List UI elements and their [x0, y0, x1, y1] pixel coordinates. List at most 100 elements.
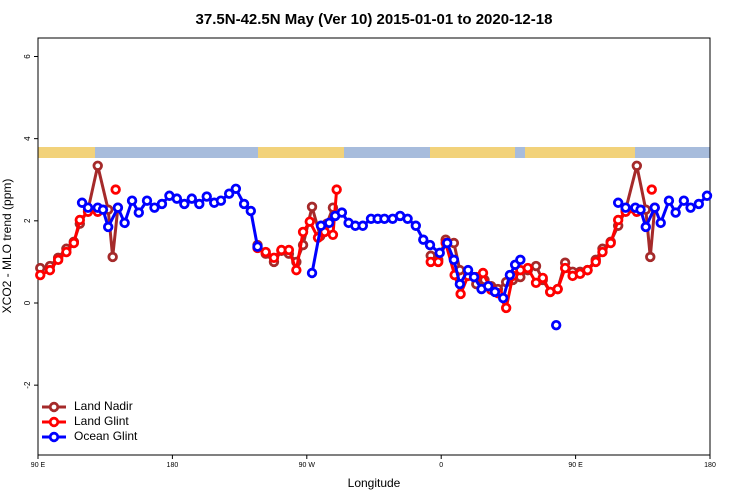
- data-point: [44, 264, 56, 276]
- data-point: [441, 237, 453, 249]
- data-point: [550, 319, 562, 331]
- data-point: [306, 267, 318, 279]
- data-point: [530, 277, 542, 289]
- data-point: [283, 244, 295, 256]
- x-tick-label: 0: [439, 462, 443, 469]
- data-point: [620, 202, 631, 213]
- data-point: [268, 252, 280, 263]
- data-point: [252, 241, 263, 252]
- data-point: [645, 251, 656, 263]
- legend-swatch: [48, 401, 60, 413]
- data-point: [107, 251, 118, 263]
- x-tick-label: 90 E: [31, 462, 46, 469]
- data-point: [433, 256, 444, 268]
- data-point: [112, 202, 124, 213]
- data-point: [402, 213, 413, 224]
- data-point: [448, 254, 460, 266]
- data-point: [612, 214, 624, 226]
- y-tick-label: 4: [23, 136, 32, 141]
- data-point: [179, 198, 190, 210]
- data-point: [424, 239, 436, 251]
- data-point: [635, 204, 646, 215]
- data-point: [497, 292, 509, 304]
- x-tick-label: 180: [704, 462, 716, 469]
- data-point: [149, 202, 160, 213]
- data-point: [612, 197, 624, 208]
- data-point: [238, 198, 250, 210]
- data-point: [324, 217, 335, 229]
- data-point: [379, 213, 390, 224]
- data-point: [468, 271, 480, 283]
- data-point: [306, 201, 318, 213]
- legend-swatch: [48, 431, 60, 443]
- data-point: [201, 191, 212, 202]
- data-point: [678, 195, 690, 206]
- legend-label: Ocean Glint: [74, 429, 138, 443]
- data-point: [530, 260, 542, 272]
- data-point: [215, 195, 227, 206]
- data-point: [559, 262, 571, 274]
- data-point: [663, 195, 675, 206]
- y-axis-label: XCO2 - MLO trend (ppm): [0, 179, 14, 314]
- x-axis-label: Longitude: [348, 476, 401, 490]
- data-point: [597, 246, 608, 258]
- data-point: [552, 283, 563, 295]
- data-point: [186, 193, 198, 204]
- legend-label: Land Nadir: [74, 399, 133, 413]
- data-point: [522, 262, 534, 274]
- legend-label: Land Glint: [74, 414, 129, 428]
- data-point: [462, 264, 474, 276]
- land-band: [430, 147, 515, 158]
- data-point: [590, 256, 601, 268]
- data-point: [97, 204, 109, 215]
- data-point: [291, 264, 302, 276]
- y-tick-label: 0: [23, 300, 32, 305]
- ocean-band: [38, 147, 710, 158]
- data-point: [315, 220, 327, 231]
- data-point: [194, 198, 205, 210]
- data-point: [515, 254, 526, 266]
- data-point: [605, 237, 616, 249]
- data-point: [126, 195, 138, 206]
- data-point: [260, 246, 271, 258]
- data-point: [82, 202, 94, 213]
- data-point: [649, 202, 660, 213]
- data-point: [92, 160, 103, 171]
- data-point: [336, 207, 348, 218]
- data-point: [693, 198, 704, 210]
- data-point: [500, 302, 512, 314]
- data-point: [327, 229, 339, 240]
- data-point: [455, 288, 466, 300]
- data-point: [156, 198, 168, 210]
- data-point: [133, 207, 144, 218]
- data-point: [537, 272, 548, 284]
- land-band: [525, 147, 635, 158]
- y-tick-label: 6: [23, 54, 32, 59]
- x-tick-label: 90 W: [299, 462, 316, 469]
- data-point: [489, 286, 501, 298]
- data-point: [434, 247, 445, 259]
- plot-frame: [37, 37, 711, 456]
- x-tick-label: 180: [167, 462, 179, 469]
- data-point: [119, 217, 130, 229]
- data-point: [410, 220, 422, 231]
- y-tick-label: -2: [23, 381, 32, 389]
- data-point: [223, 188, 235, 199]
- data-point: [230, 183, 242, 194]
- data-point: [245, 205, 256, 217]
- data-point: [631, 160, 643, 171]
- land-band: [38, 147, 95, 158]
- data-point: [35, 269, 46, 281]
- data-point: [74, 214, 86, 226]
- x-tick-label: 90 E: [568, 462, 583, 469]
- data-point: [477, 267, 489, 279]
- legend-swatch: [48, 416, 60, 428]
- data-point: [701, 190, 713, 201]
- data-point: [670, 207, 681, 218]
- data-point: [582, 264, 593, 276]
- data-point: [171, 193, 183, 204]
- data-point: [61, 246, 72, 258]
- data-point: [418, 234, 429, 245]
